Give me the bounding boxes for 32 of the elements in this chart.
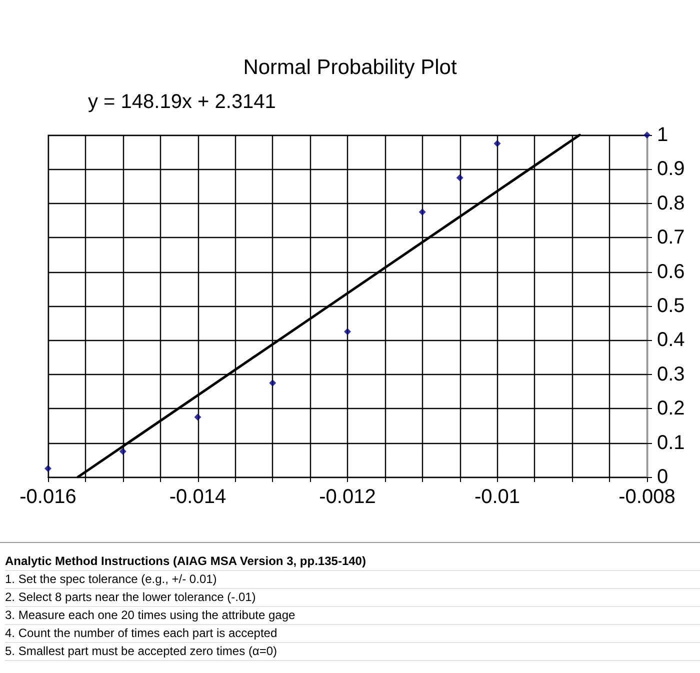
text: 3. Measure each one 20 times using the attribute gage: [5, 607, 700, 625]
text: y = 148.19x + 2.3141: [88, 91, 276, 113]
x-tick-label: -0.014: [169, 486, 226, 508]
text: 5. Smallest part must be accepted zero times (α=0): [5, 643, 700, 661]
y-tick-label: 0: [657, 466, 668, 488]
text: Analytic Method Instructions (AIAG MSA Version 3, pp.135-140): [5, 553, 700, 571]
x-tick-label: -0.012: [319, 486, 376, 508]
point: [344, 328, 351, 336]
x-tick-label: -0.016: [20, 486, 76, 508]
point: [494, 140, 501, 148]
y-tick-label: 0.6: [657, 260, 685, 283]
y-tick-label: 1: [657, 124, 668, 146]
point: [44, 464, 52, 472]
y-tick-label: 0.4: [657, 329, 685, 352]
point: [456, 174, 464, 182]
y-tick-label: 0.2: [657, 398, 685, 420]
x-tick-label: -0.01: [474, 486, 520, 508]
text: 4. Count the number of times each part is accepted: [5, 625, 700, 643]
text: 1. Set the spec tolerance (e.g., +/- 0.01): [5, 571, 700, 589]
y-tick-label: 0.5: [657, 295, 685, 317]
point: [194, 414, 202, 421]
y-tick-label: 0.1: [657, 432, 685, 454]
x-tick-label: -0.008: [618, 486, 676, 508]
y-tick-label: 0.7: [657, 226, 685, 249]
point: [418, 208, 426, 216]
point: [119, 448, 126, 455]
y-tick-label: 0.9: [657, 158, 685, 180]
point: [269, 379, 276, 386]
chart-title: Normal Probability Plot: [243, 56, 457, 79]
y-tick-label: 0.8: [657, 192, 685, 214]
y-tick-label: 0.3: [657, 363, 685, 386]
text: 2. Select 8 parts near the lower tolerance (-.01): [5, 589, 700, 607]
